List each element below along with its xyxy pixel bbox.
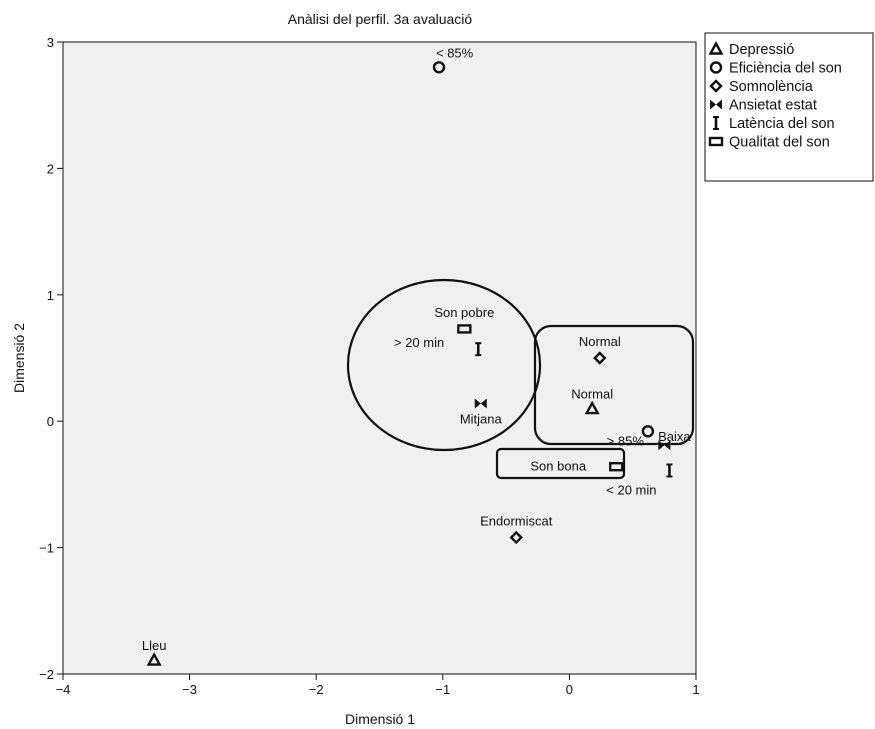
point-bowtie-marker [474,398,487,409]
x-tick-label: 1 [692,682,699,697]
y-tick-label: 2 [47,161,54,176]
point-circle-marker [432,61,446,74]
point-label: Lleu [142,638,167,653]
point-label: Normal [571,387,613,402]
x-tick-label: −3 [182,682,197,697]
point-triangle-marker [146,652,162,666]
legend-ibeam-icon [713,116,719,130]
plot-area [62,41,697,675]
legend-entry-label: Qualitat del son [729,135,830,151]
y-tick-label: 3 [47,35,54,50]
point-diamond-marker [509,530,523,545]
x-tick-label: −4 [56,682,71,697]
point-label: Mitjana [460,412,503,427]
y-axis: −2 −1 0 1 2 3 [39,35,63,682]
point-ibeam-marker [475,342,482,357]
y-tick-label: −2 [39,667,54,682]
point-circle-marker [641,425,655,438]
legend: Depressió Eficiència del son Somnolència An… [704,32,874,182]
point-label: > 20 min [394,335,444,350]
legend-entry-label: Somnolència [729,79,814,95]
legend-rect-icon [708,136,724,147]
group-rect-son-bona [495,447,626,480]
x-tick-label: 0 [566,682,573,697]
legend-circle-icon [709,61,723,74]
legend-box [704,32,874,182]
point-label: Baixa [658,429,691,444]
y-tick-label: 1 [47,288,54,303]
point-diamond-marker [593,351,607,365]
legend-entry-label: Ansietat estat [729,98,817,114]
category-groupings [346,278,695,480]
y-tick-label: −1 [39,541,54,556]
group-rect-normal [533,324,695,446]
x-tick-label: −1 [435,682,450,697]
point-label: Son pobre [434,305,494,320]
point-rect-marker [457,324,472,334]
point-label: > 85% [607,433,645,448]
point-rect-marker [609,462,624,472]
point-ibeam-marker [666,463,673,478]
group-ellipse [346,278,542,452]
legend-diamond-icon [709,79,723,93]
legend-entry-label: Eficiència del son [729,61,842,77]
x-tick-label: −2 [309,682,324,697]
legend-triangle-icon [708,41,724,55]
chart-title: Anàlisi del perfil. 3a avaluació [288,11,473,27]
point-label: Son bona [530,459,586,474]
point-label: Endormiscat [480,513,553,528]
point-label: < 20 min [606,482,656,497]
x-axis-label: Dimensió 1 [345,711,415,727]
legend-entry-label: Depressió [729,42,794,58]
point-triangle-marker [584,400,600,415]
x-axis: −4 −3 −2 −1 0 1 [56,674,700,697]
y-axis-label: Dimensió 2 [11,323,27,393]
point-bowtie-marker [658,440,671,451]
y-tick-label: 0 [47,414,54,429]
legend-entry-label: Latència del son [729,116,835,132]
legend-bowtie-icon [710,99,722,110]
data-points: Normal Lleu < 85% > 85% Normal Endormiscat Mit… [142,45,691,666]
point-label: Normal [579,334,621,349]
point-label: < 85% [436,45,474,60]
